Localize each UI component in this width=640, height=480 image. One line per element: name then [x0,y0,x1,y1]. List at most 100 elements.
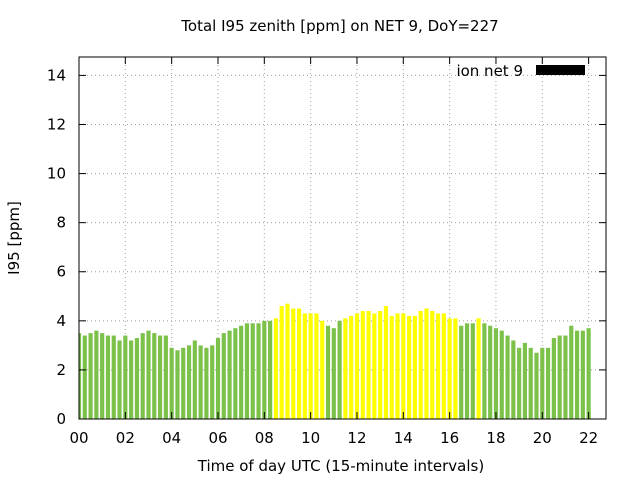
bar [268,320,273,419]
bar [296,308,302,419]
bar [574,330,580,419]
legend-label: ion net 9 [456,62,523,80]
bar [331,328,336,419]
bar [580,330,585,419]
x-tick-label: 08 [255,429,274,447]
bar [401,313,406,419]
x-tick-label: 14 [394,429,413,447]
bar [227,330,232,419]
bar [563,335,568,419]
bar [239,325,244,419]
bar [215,338,221,419]
bar [354,313,360,419]
x-tick-label: 20 [533,429,552,447]
x-ticks: 00 02 04 06 08 10 12 14 16 18 20 22 [69,57,598,447]
bar [123,335,128,419]
bar [528,347,533,419]
bar [82,335,87,419]
bar [459,325,464,419]
bar [517,347,522,419]
x-axis-label: Time of day UTC (15-minute intervals) [197,457,484,475]
bar [366,311,371,419]
bars-group [79,303,591,419]
bar [291,308,296,419]
bar [372,313,377,419]
bar [389,315,394,419]
bar [522,342,528,419]
x-tick-label: 10 [301,429,320,447]
x-tick-label: 02 [116,429,135,447]
bar [94,330,99,419]
bar [152,333,157,419]
grid-lines [79,57,606,419]
bar [169,347,174,419]
x-tick-label: 00 [69,429,88,447]
bar [557,335,562,419]
bar [181,347,186,419]
bar [175,350,180,419]
y-ticks: 0 2 4 6 8 10 12 14 [47,66,606,428]
bar [250,323,255,419]
bar [186,345,192,419]
bar [117,340,122,419]
bar [383,306,389,419]
bar [302,313,307,419]
bar [325,325,331,419]
chart-title: Total I95 zenith [ppm] on NET 9, DoY=227 [180,17,498,35]
y-tick-label: 12 [47,115,66,133]
y-axis-label: I95 [ppm] [5,201,23,275]
bar [412,315,417,419]
bar [343,318,348,419]
bar [505,335,510,419]
bar [204,347,209,419]
bar [157,335,163,419]
bar [378,311,383,419]
bar [395,313,400,419]
bar [349,315,354,419]
bar [435,313,441,419]
y-tick-label: 6 [56,263,66,281]
bar [210,345,215,419]
bar [551,338,556,419]
bar [586,328,591,419]
bar [464,323,470,419]
bar [546,347,551,419]
bar [140,333,145,419]
bar [146,330,151,419]
bar [441,313,446,419]
bar [221,333,226,419]
bar [314,313,319,419]
legend-swatch [536,65,585,75]
bar [233,328,238,419]
bar [88,333,93,419]
bar [470,323,475,419]
bar [163,335,168,419]
legend: ion net 9 [456,62,585,80]
bar [192,340,197,419]
bar [129,340,134,419]
x-tick-label: 18 [486,429,505,447]
bar [262,320,267,419]
bar [407,315,412,419]
bar [476,318,481,419]
bar [447,318,452,419]
bar [308,313,313,419]
y-tick-label: 2 [56,361,66,379]
bar [499,330,504,419]
y-tick-label: 4 [56,312,66,330]
bar [279,306,284,419]
bar [540,347,545,419]
bar [569,325,574,419]
bar [360,311,365,419]
bar [256,323,261,419]
x-tick-label: 04 [162,429,181,447]
x-tick-label: 22 [579,429,598,447]
bar [430,311,435,419]
y-tick-label: 10 [47,165,66,183]
bar [198,345,203,419]
x-tick-label: 06 [208,429,227,447]
bar [482,323,487,419]
bar [424,308,429,419]
bar [134,338,139,419]
